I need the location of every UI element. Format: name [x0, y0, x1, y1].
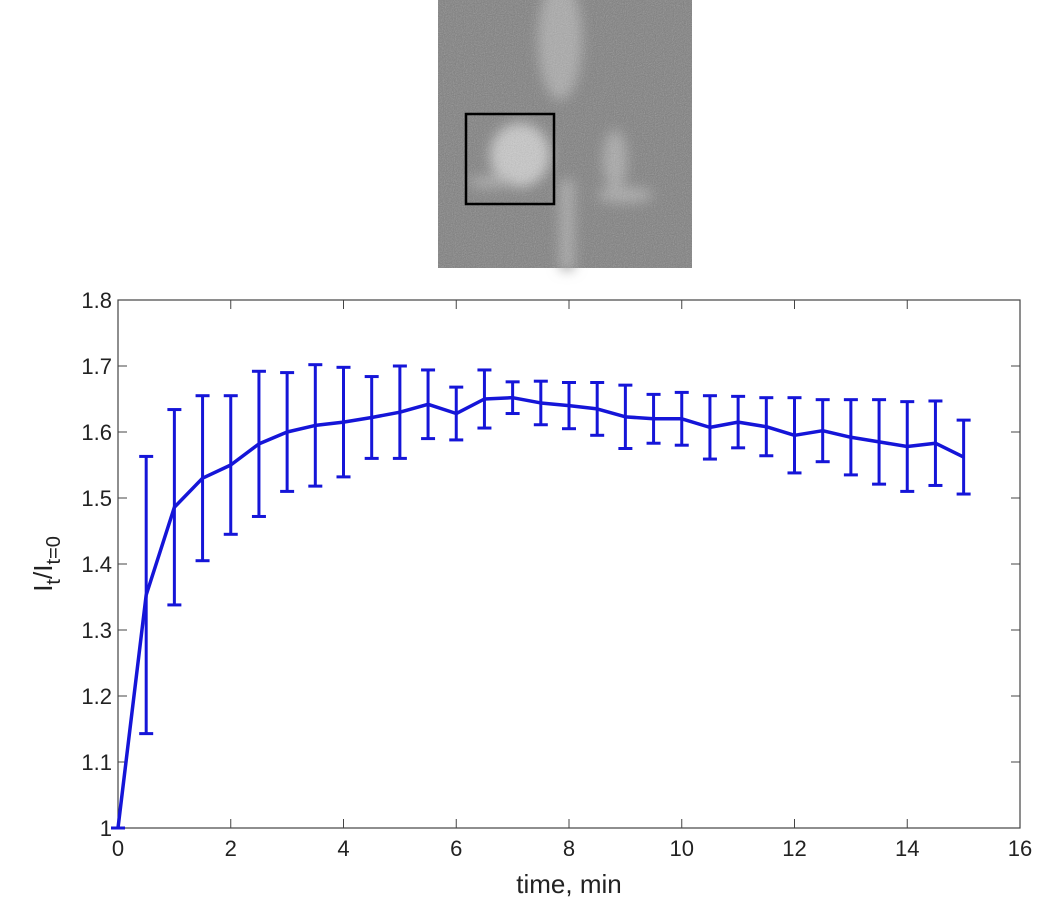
- y-tick-label: 1.8: [81, 288, 112, 313]
- y-axis-label: It/It=0: [28, 536, 65, 592]
- x-tick-label: 8: [563, 836, 575, 861]
- x-tick-label: 10: [670, 836, 694, 861]
- y-label-sub: t: [43, 579, 65, 585]
- x-tick-label: 16: [1008, 836, 1032, 861]
- y-label-part: /I: [28, 565, 58, 579]
- x-tick-label: 12: [782, 836, 806, 861]
- data-line: [116, 395, 965, 829]
- y-tick-label: 1: [100, 816, 112, 841]
- y-tick-label: 1.4: [81, 552, 112, 577]
- micrograph-inset: [438, 0, 692, 270]
- x-tick-label: 4: [337, 836, 349, 861]
- x-tick-label: 2: [225, 836, 237, 861]
- plot-area: [117, 299, 1021, 829]
- y-tick-label: 1.3: [81, 618, 112, 643]
- x-tick-label: 14: [895, 836, 919, 861]
- x-tick-label: 0: [112, 836, 124, 861]
- x-axis-label: time, min: [516, 869, 621, 899]
- y-tick-label: 1.7: [81, 354, 112, 379]
- y-tick-label: 1.5: [81, 486, 112, 511]
- y-tick-label: 1.6: [81, 420, 112, 445]
- y-tick-label: 1.2: [81, 684, 112, 709]
- y-label-part: I: [28, 585, 58, 592]
- x-tick-label: 6: [450, 836, 462, 861]
- y-tick-label: 1.1: [81, 750, 112, 775]
- y-label-sub: t=0: [43, 536, 65, 564]
